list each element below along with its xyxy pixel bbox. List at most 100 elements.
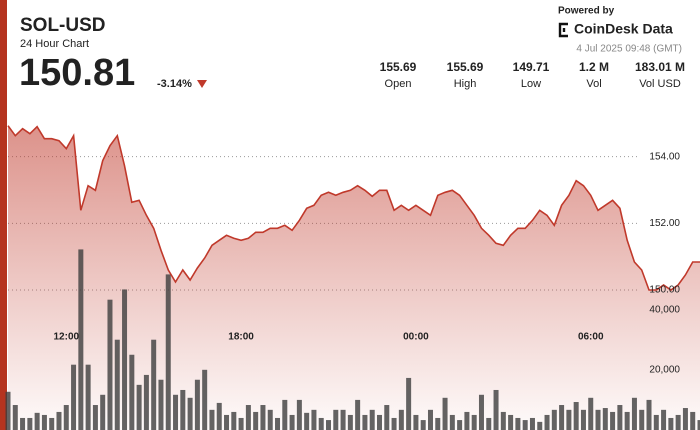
volume-bar — [580, 409, 586, 430]
volume-bar — [209, 409, 215, 430]
x-tick-label: 06:00 — [578, 332, 604, 343]
volume-bar — [158, 379, 164, 430]
price-area — [8, 125, 700, 430]
volume-bar — [347, 414, 353, 430]
volume-bar — [122, 289, 128, 430]
volume-bar — [260, 405, 266, 430]
volume-bar — [333, 409, 339, 430]
stat-value: 155.69 — [380, 60, 417, 74]
volume-bar — [311, 409, 317, 430]
volume-bar — [180, 389, 186, 430]
volume-bar — [41, 414, 47, 430]
volume-bar — [34, 412, 40, 430]
timestamp: 4 Jul 2025 09:48 (GMT) — [576, 44, 682, 55]
stat-value: 155.69 — [447, 60, 484, 74]
volume-bar — [646, 399, 652, 430]
y2-tick-label: 40,000 — [649, 304, 680, 315]
volume-bar — [639, 409, 645, 430]
volume-bar — [617, 405, 623, 430]
volume-bar — [245, 405, 251, 430]
volume-bar — [187, 397, 193, 430]
volume-bar — [573, 402, 579, 430]
volume-bar — [129, 354, 135, 430]
volume-bar — [690, 411, 696, 430]
y-tick-label: 150.00 — [649, 285, 680, 296]
logo-icon — [558, 22, 568, 38]
volume-bar — [202, 369, 208, 430]
volume-bar — [435, 417, 441, 430]
volume-bar — [500, 411, 506, 430]
stat-value: 1.2 M — [579, 60, 609, 74]
volume-bar — [143, 374, 149, 430]
volume-bar — [151, 339, 157, 430]
volume-bar — [27, 417, 33, 430]
volume-bar — [78, 249, 84, 430]
stat-label: Low — [521, 78, 541, 90]
volume-bar — [559, 405, 565, 430]
volume-bar — [588, 397, 594, 430]
volume-bar — [71, 364, 77, 430]
volume-bar — [486, 417, 492, 430]
volume-bar — [537, 421, 543, 430]
volume-bar — [231, 411, 237, 430]
volume-bar — [318, 417, 324, 430]
stat-label: Vol — [586, 78, 601, 90]
plot: 150.00 152.00 154.00 20,000 40,000 12:00 18:00… — [5, 125, 700, 430]
volume-bar — [457, 420, 463, 430]
stat-label: Open — [385, 78, 412, 90]
volume-bar — [304, 412, 310, 430]
x-tick-label: 12:00 — [53, 332, 79, 343]
down-arrow — [197, 80, 207, 88]
accent-bar — [0, 0, 7, 430]
volume-bar — [464, 411, 470, 430]
volume-bar — [668, 417, 674, 430]
volume-bar — [92, 405, 98, 430]
volume-bar — [515, 417, 521, 430]
volume-bar — [165, 274, 171, 430]
volume-bar — [107, 299, 113, 430]
volume-bar — [194, 379, 200, 430]
x-tick-label: 18:00 — [228, 332, 254, 343]
volume-bar — [675, 414, 681, 430]
stats: 155.69 Open 155.69 High 149.71 Low 1.2 M Vol 183… — [380, 60, 685, 90]
y-tick-label: 152.00 — [649, 218, 680, 229]
volume-bar — [100, 394, 106, 430]
volume-bar — [136, 384, 142, 430]
volume-bar — [267, 409, 273, 430]
volume-bar — [384, 405, 390, 430]
volume-bar — [355, 399, 361, 430]
volume-bar — [391, 417, 397, 430]
volume-bar — [631, 397, 637, 430]
stat-value: 149.71 — [513, 60, 550, 74]
volume-bar — [275, 417, 281, 430]
volume-bar — [5, 391, 11, 430]
stat-value: 183.01 M — [635, 60, 685, 74]
volume-bar — [442, 397, 448, 430]
volume-bar — [398, 409, 404, 430]
volume-bar — [697, 420, 700, 430]
volume-bar — [529, 417, 535, 430]
volume-bar — [85, 364, 91, 430]
x-tick-label: 00:00 — [403, 332, 429, 343]
volume-bar — [282, 399, 288, 430]
volume-bar — [20, 417, 26, 430]
volume-bar — [551, 409, 557, 430]
volume-bar — [224, 414, 230, 430]
stat-label: Vol USD — [639, 78, 681, 90]
volume-bar — [471, 414, 477, 430]
volume-bar — [369, 409, 375, 430]
volume-bar — [661, 409, 667, 430]
volume-bar — [508, 414, 514, 430]
price: 150.81 — [19, 52, 135, 94]
subtitle: 24 Hour Chart — [20, 38, 89, 50]
volume-bar — [522, 420, 528, 430]
volume-bar — [114, 339, 120, 430]
volume-bar — [238, 417, 244, 430]
volume-bar — [49, 417, 55, 430]
volume-bar — [449, 414, 455, 430]
volume-bar — [296, 399, 302, 430]
volume-bar — [478, 394, 484, 430]
volume-bar — [682, 408, 688, 430]
